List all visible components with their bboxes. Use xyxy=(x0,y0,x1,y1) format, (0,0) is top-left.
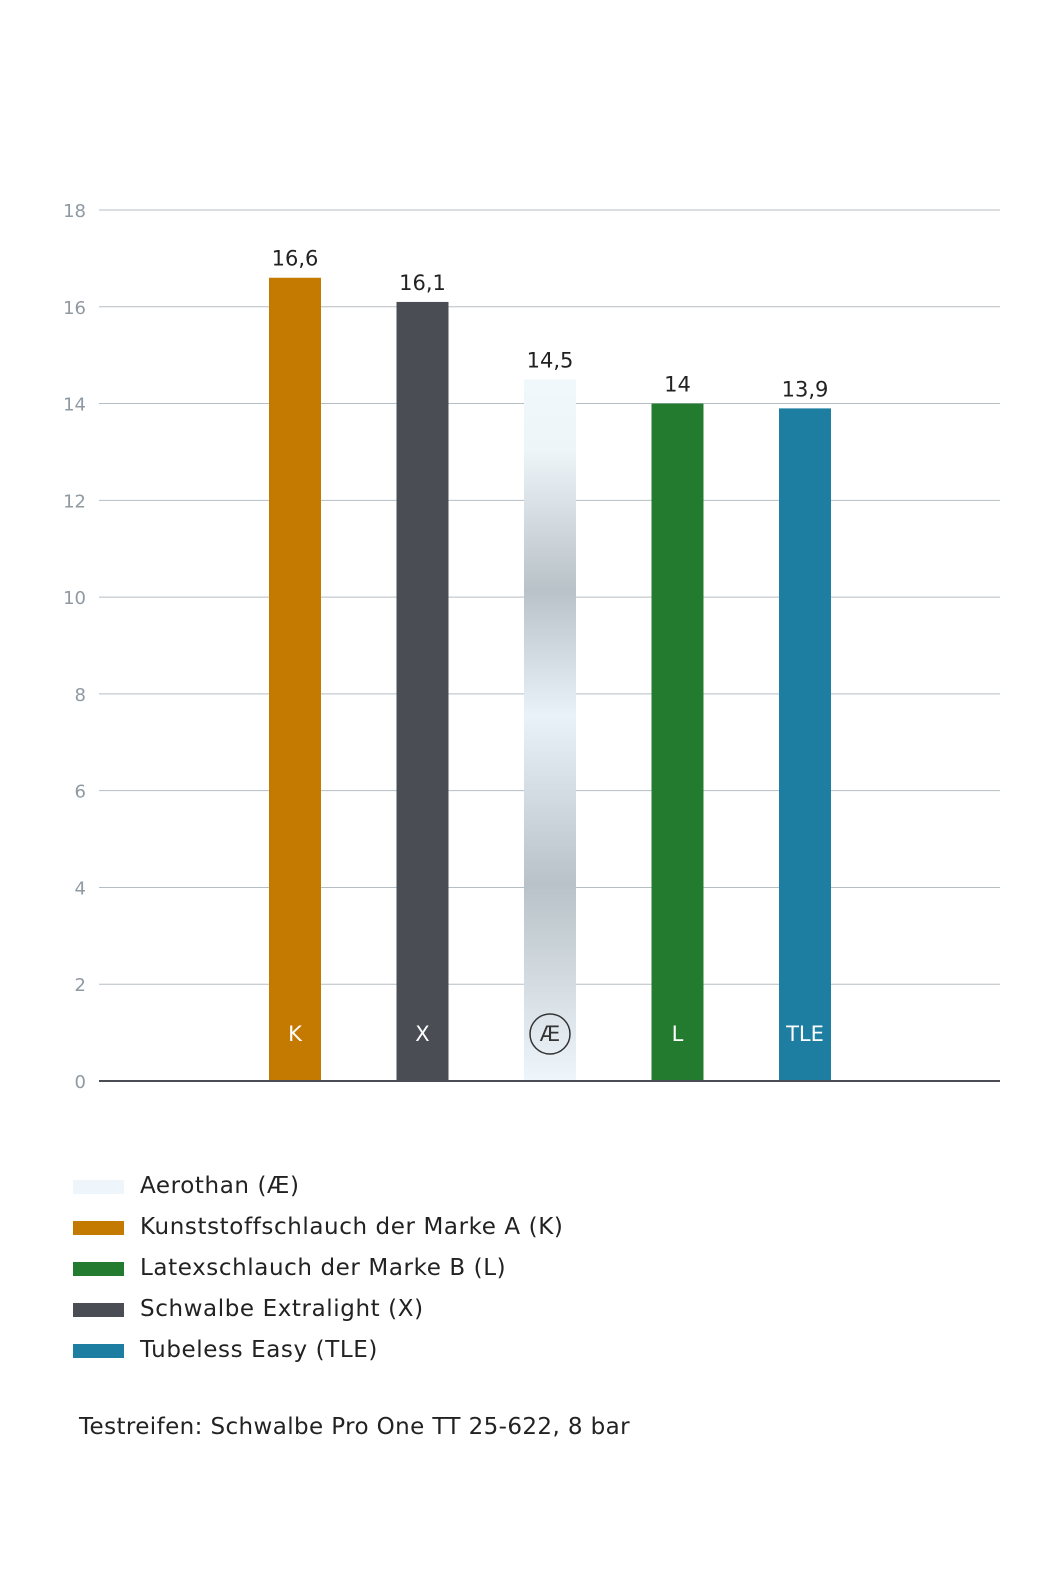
y-tick-label: 6 xyxy=(75,782,86,803)
data-label: 14,5 xyxy=(527,348,574,372)
legend-swatch xyxy=(73,1303,124,1317)
y-tick-label: 4 xyxy=(75,878,86,899)
category-label: TLE xyxy=(785,1022,824,1046)
bar xyxy=(779,408,831,1082)
y-axis-ticks: 0 2 4 6 8 10 12 14 16 18 xyxy=(63,201,86,1093)
bar xyxy=(269,277,321,1081)
y-tick-label: 14 xyxy=(63,395,86,416)
category-label: L xyxy=(672,1022,684,1046)
y-tick-label: 16 xyxy=(63,298,86,319)
y-tick-label: 8 xyxy=(75,685,86,706)
legend-label: Kunststoffschlauch der Marke A (K) xyxy=(140,1214,564,1240)
bars: 16,6 K 16,1 X 14,5 Æ 14 L 13,9 TLE xyxy=(269,247,831,1082)
data-label: 16,1 xyxy=(399,271,446,295)
legend-swatch xyxy=(73,1344,124,1358)
legend-swatch xyxy=(73,1221,124,1235)
footnote: Testreifen: Schwalbe Pro One TT 25-622, … xyxy=(79,1414,630,1440)
legend-label: Tubeless Easy (TLE) xyxy=(140,1337,378,1363)
y-tick-label: 0 xyxy=(75,1072,86,1093)
bar xyxy=(651,403,704,1081)
category-badge-circle xyxy=(529,1013,571,1055)
legend-label: Latexschlauch der Marke B (L) xyxy=(140,1255,507,1281)
legend-label: Aerothan (Æ) xyxy=(140,1173,300,1199)
legend-swatch xyxy=(73,1180,124,1194)
bar xyxy=(524,379,576,1082)
legend-label: Schwalbe Extralight (X) xyxy=(140,1296,424,1322)
category-label: X xyxy=(415,1022,429,1046)
y-tick-label: 2 xyxy=(75,975,86,996)
y-tick-label: 12 xyxy=(63,491,86,512)
bar-chart: 0 2 4 6 8 10 12 14 16 18 16,6 K 16,1 X 14,5 Æ 14 L 13,9 TL… xyxy=(63,201,1000,1093)
y-tick-label: 18 xyxy=(63,201,86,222)
data-label: 14 xyxy=(664,373,691,397)
bar xyxy=(396,301,449,1081)
category-label: Æ xyxy=(540,1022,560,1046)
data-label: 16,6 xyxy=(272,247,319,271)
category-label: K xyxy=(288,1022,303,1046)
legend-swatch xyxy=(73,1262,124,1276)
y-tick-label: 10 xyxy=(63,588,86,609)
data-label: 13,9 xyxy=(782,377,829,401)
